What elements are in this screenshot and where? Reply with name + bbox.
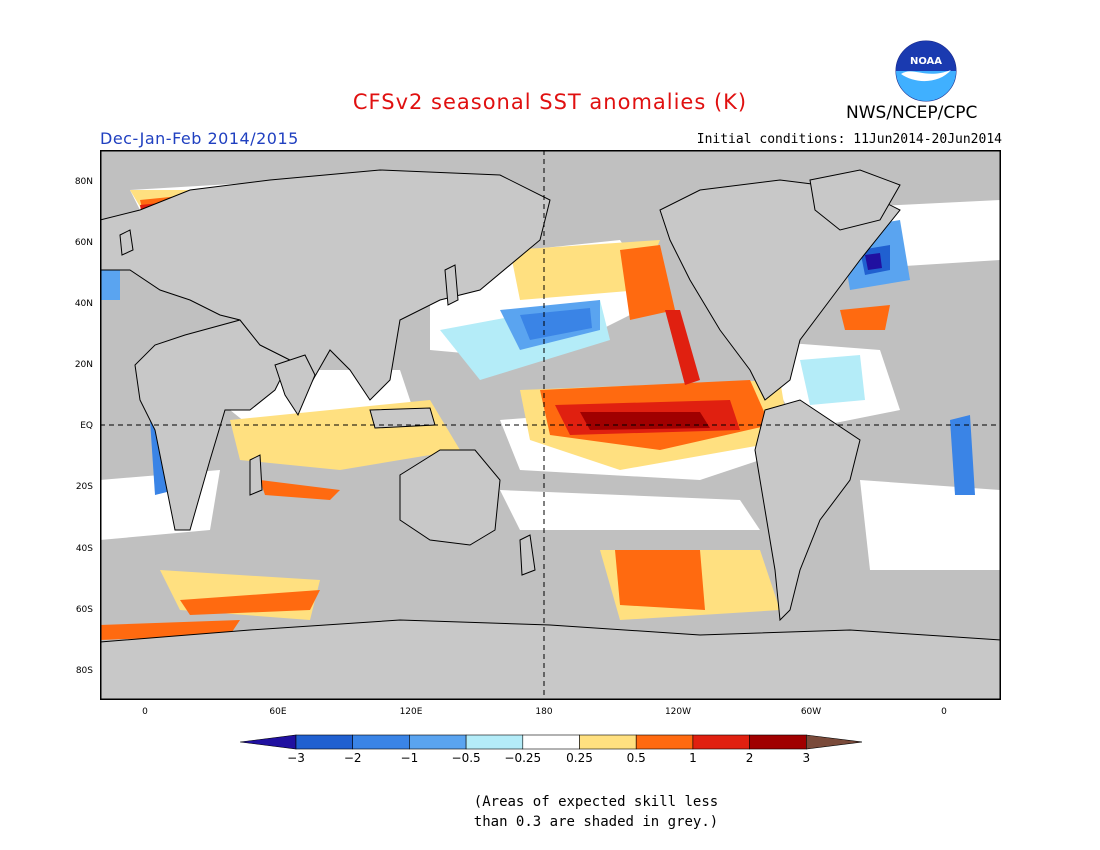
noaa-logo: NOAA: [895, 40, 957, 102]
land-masses: [100, 169, 1001, 700]
colorbar-label: −1: [401, 751, 419, 763]
skill-note-line1: (Areas of expected skill less: [473, 794, 719, 810]
noaa-logo-text: NOAA: [910, 56, 942, 67]
lat-label: 60S: [76, 605, 93, 615]
agency-label: NWS/NCEP/CPC: [846, 103, 978, 123]
colorbar-swatch: [240, 734, 297, 750]
colorbar-swatch: [352, 734, 410, 750]
colorbar-swatch: [635, 734, 694, 750]
sst-anomaly-map: [100, 150, 1001, 700]
lon-label: 0: [941, 707, 947, 717]
colorbar-label: −2: [344, 751, 362, 763]
colorbar-label: 0.25: [566, 751, 593, 763]
colorbar-label: 0.5: [627, 751, 646, 763]
colorbar-label: 1: [689, 751, 697, 763]
new-zealand: [519, 534, 536, 576]
lat-label: 80S: [76, 666, 93, 676]
latitude-labels: 80N 60N 40N 20N EQ 20S 40S 60S 80S: [75, 177, 93, 676]
very-strong-warm-regions: [580, 412, 710, 430]
lat-label: 60N: [75, 238, 93, 248]
lon-label: 120W: [665, 707, 691, 717]
colorbar-swatch: [805, 734, 862, 750]
map-frame: [100, 150, 1001, 700]
colorbar-label: −0.25: [504, 751, 541, 763]
colorbar-swatch: [522, 734, 580, 750]
lat-label: 80N: [75, 177, 93, 187]
south-america: [754, 399, 861, 622]
map-title-text: CFSv2 seasonal SST anomalies (K): [352, 90, 748, 114]
colorbar-swatch: [409, 734, 467, 750]
lon-label: 60W: [801, 707, 821, 717]
skill-note: (Areas of expected skill less than 0.3 a…: [0, 792, 1100, 832]
lon-label: 120E: [400, 707, 423, 717]
initial-conditions: Initial conditions: 11Jun2014-20Jun2014: [696, 132, 1002, 147]
lat-label: EQ: [80, 421, 93, 431]
map-title: CFSv2 seasonal SST anomalies (K): [0, 90, 1100, 114]
colorbar-swatch: [749, 734, 807, 750]
lat-label: 40S: [76, 544, 93, 554]
colorbar: −3 −2 −1 −0.5 −0.25 0.25 0.5 1 2 3: [240, 734, 862, 763]
colorbar-swatch: [295, 734, 354, 750]
colorbar-label: −3: [287, 751, 305, 763]
colorbar-label: 3: [802, 751, 810, 763]
antarctica: [100, 619, 1001, 700]
forecast-period: Dec-Jan-Feb 2014/2015: [100, 129, 299, 148]
lon-label: 180: [535, 707, 552, 717]
japan-islands: [444, 264, 459, 306]
lon-label: 0: [142, 707, 148, 717]
colorbar-labels: −3 −2 −1 −0.5 −0.25 0.25 0.5 1 2 3: [287, 751, 810, 763]
skill-note-line2: than 0.3 are shaded in grey.): [473, 814, 719, 830]
greenland: [809, 169, 901, 231]
longitude-labels: 0 60E 120E 180 120W 60W 0: [142, 707, 947, 717]
lon-label: 60E: [269, 707, 286, 717]
colorbar-swatch: [579, 734, 637, 750]
colorbar-label: 2: [746, 751, 754, 763]
madagascar: [249, 454, 263, 496]
colorbar-swatch: [692, 734, 750, 750]
lat-label: 20N: [75, 360, 93, 370]
australia: [399, 449, 501, 546]
colorbar-swatches: [240, 734, 862, 750]
india: [274, 354, 316, 417]
eurasia: [100, 169, 551, 401]
colorbar-swatch: [465, 734, 524, 750]
uk-island: [119, 229, 134, 256]
colorbar-label: −0.5: [452, 751, 481, 763]
lat-label: 40N: [75, 299, 93, 309]
lat-label: 20S: [76, 482, 93, 492]
